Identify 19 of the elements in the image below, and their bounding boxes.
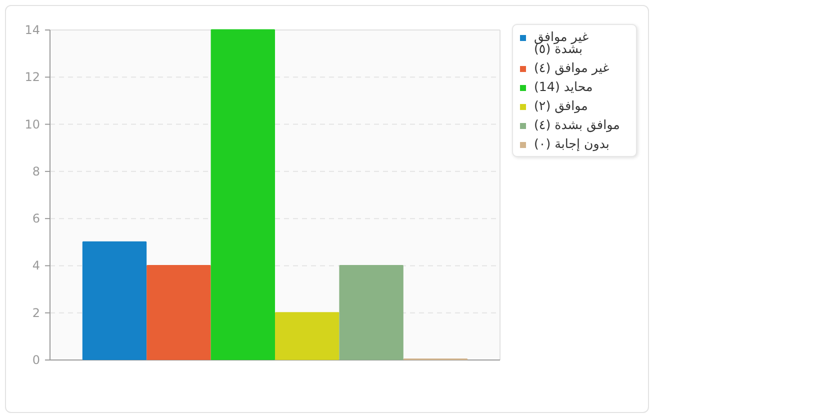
legend-label: غير موافق بشدة (٥) bbox=[534, 29, 590, 56]
legend-label: محايد (14) bbox=[534, 79, 593, 94]
legend-label: موافق بشدة (٤) bbox=[534, 117, 620, 132]
y-tick-label: 2 bbox=[32, 306, 40, 320]
y-tick-label: 0 bbox=[32, 353, 40, 367]
bar bbox=[210, 29, 275, 360]
legend-label: بدون إجابة (٠) bbox=[534, 136, 610, 151]
legend-label: موافق (٢) bbox=[534, 98, 588, 113]
bar bbox=[275, 312, 340, 360]
y-tick-label: 12 bbox=[24, 70, 40, 84]
bar bbox=[339, 264, 404, 360]
bar bbox=[82, 241, 147, 360]
y-tick-label: 4 bbox=[32, 258, 40, 273]
y-tick-label: 8 bbox=[32, 164, 40, 178]
legend-label: غير موافق (٤) bbox=[534, 60, 610, 75]
y-tick-label: 14 bbox=[24, 23, 40, 37]
y-tick-label: 10 bbox=[24, 117, 40, 132]
y-tick-label: 6 bbox=[32, 212, 40, 226]
bar bbox=[146, 264, 211, 360]
